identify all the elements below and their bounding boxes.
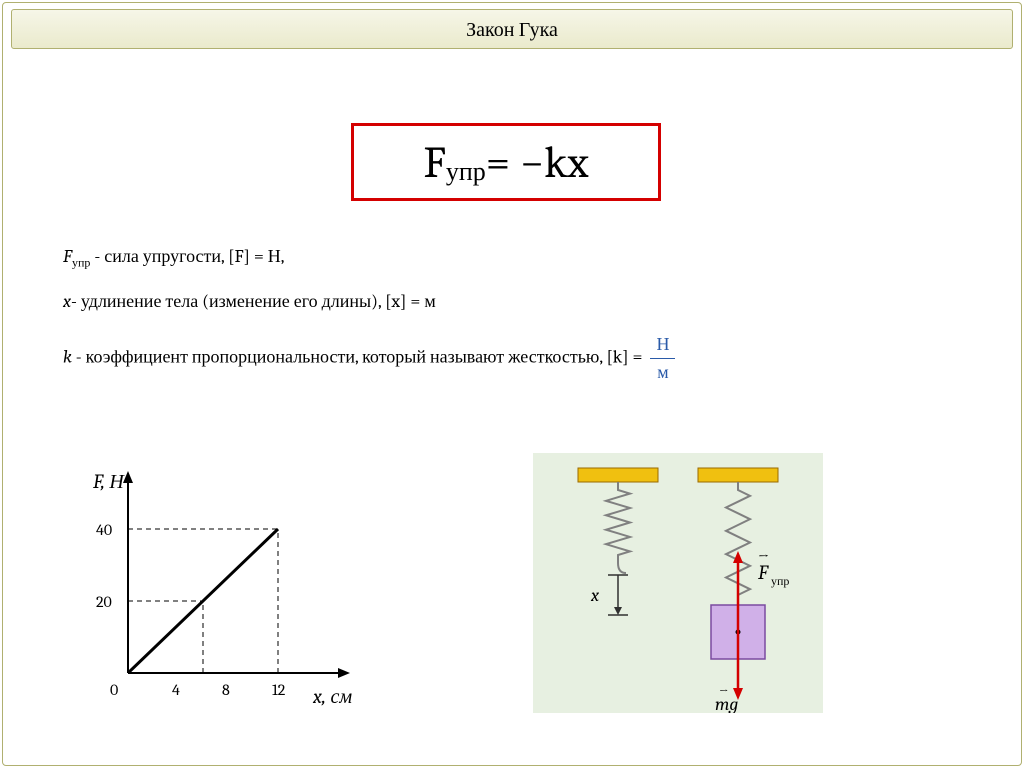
main-formula: Fупр = −kx [351,123,661,201]
svg-text:x, см: x, см [312,685,352,708]
def3-text: - коэффициент пропорциональности, которы… [72,346,647,367]
svg-text:x: x [590,585,600,606]
spring-diagram: x→Fупр→mg [533,453,823,713]
svg-text:F, Н: F, Н [92,470,125,493]
def1-sub: упр [72,256,90,270]
definitions: Fупр - сила упругости, [F] = Н, x- удлин… [63,243,963,402]
svg-text:F: F [757,561,769,584]
svg-text:40: 40 [96,521,112,539]
svg-text:4: 4 [172,681,180,699]
def-line-3: k - коэффициент пропорциональности, кото… [63,331,963,386]
formula-rhs: = −kx [486,137,589,188]
svg-text:20: 20 [96,593,112,611]
svg-text:12: 12 [272,681,286,699]
frac-num: Н [650,331,675,359]
frac-den: м [650,359,675,386]
def3-sym: k [63,346,72,367]
def-line-2: x- удлинение тела (изменение его длины),… [63,288,963,315]
def1-sym: F [63,246,72,267]
title-text: Закон Гука [466,18,558,41]
def3-fraction: Н м [650,331,675,386]
svg-text:mg: mg [715,694,738,713]
def2-text: - удлинение тела (изменение его длины), … [71,291,436,312]
formula-lhs-sub: упр [446,157,486,187]
formula-lhs-base: F [423,137,445,188]
svg-text:упр: упр [771,574,789,588]
svg-text:0: 0 [110,681,118,699]
def2-sym: x [63,291,71,312]
def1-text: - сила упругости, [F] = Н, [90,246,284,267]
svg-text:8: 8 [222,681,230,699]
force-extension-chart: F, Н x, см 0 20 40 4 8 12 [73,453,373,713]
slide-frame: Закон Гука Fупр = −kx Fупр - сила упруго… [2,2,1022,766]
title-bar: Закон Гука [11,9,1013,49]
def-line-1: Fупр - сила упругости, [F] = Н, [63,243,963,272]
